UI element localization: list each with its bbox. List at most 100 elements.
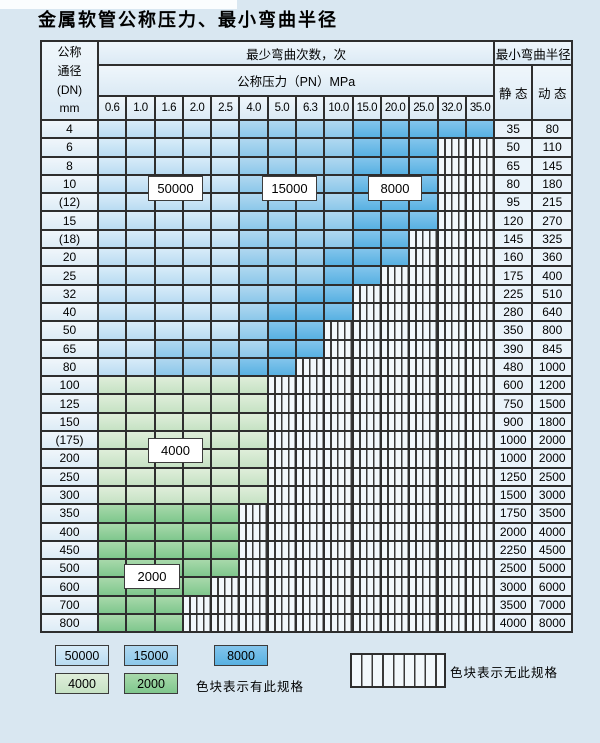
static-radius-cell: 145 xyxy=(493,228,534,250)
grid-cell-50-2.0 xyxy=(181,320,213,341)
dn-cell: 40 xyxy=(40,301,99,323)
table-row-dn-15: 15 120 270 xyxy=(40,210,574,231)
grid-cell-40-15.0 xyxy=(351,301,382,323)
grid-cell-40-2.5 xyxy=(210,301,241,323)
grid-cell-150-35.0 xyxy=(464,411,496,433)
grid-cell-(12)-2.5 xyxy=(210,192,241,213)
static-radius-cell: 2250 xyxy=(493,539,534,561)
legend-label-50000: 50000 xyxy=(64,648,100,663)
grid-cell-25-10.0 xyxy=(323,265,354,286)
grid-cell-450-6.3 xyxy=(295,539,326,561)
grid-cell-20-32.0 xyxy=(436,247,467,268)
grid-cell-400-25.0 xyxy=(408,521,439,542)
grid-cell-200-1.0 xyxy=(125,448,156,469)
grid-cell-8-15.0 xyxy=(351,155,382,176)
static-radius-cell: 1000 xyxy=(493,430,534,451)
page-title: 金属软管公称压力、最小弯曲半径 xyxy=(38,10,338,31)
dn-cell: 350 xyxy=(40,503,99,524)
grid-cell-4-20.0 xyxy=(379,118,411,140)
grid-cell-25-6.3 xyxy=(295,265,326,286)
dynamic-radius-cell: 510 xyxy=(531,283,574,304)
grid-cell-100-32.0 xyxy=(436,375,467,396)
grid-cell-450-10.0 xyxy=(323,539,354,561)
grid-cell-4-32.0 xyxy=(436,118,467,140)
table-row-dn-300: 300 1500 3000 xyxy=(40,484,574,506)
pressure-col-4.0: 4.0 xyxy=(238,95,269,121)
dn-header-line2: 通径 xyxy=(57,63,82,78)
grid-cell-8-25.0 xyxy=(408,155,439,176)
grid-cell-200-4.0 xyxy=(238,448,269,469)
grid-cell-150-5.0 xyxy=(266,411,298,433)
grid-cell-8-4.0 xyxy=(238,155,269,176)
grid-cell-8-35.0 xyxy=(464,155,496,176)
grid-cell-300-1.6 xyxy=(153,484,184,506)
static-radius-cell: 175 xyxy=(493,265,534,286)
grid-cell-(18)-1.0 xyxy=(125,228,156,250)
grid-cell-250-6.3 xyxy=(295,466,326,487)
grid-cell-8-10.0 xyxy=(323,155,354,176)
grid-cell-20-1.0 xyxy=(125,247,156,268)
static-radius-cell: 3500 xyxy=(493,594,534,616)
grid-cell-15-5.0 xyxy=(266,210,298,231)
grid-cell-(12)-1.0 xyxy=(125,192,156,213)
grid-cell-32-0.6 xyxy=(96,283,128,304)
grid-cell-500-35.0 xyxy=(464,558,496,579)
static-radius-cell: 2500 xyxy=(493,558,534,579)
legend-has-spec-note: 色块表示有此规格 xyxy=(196,680,305,694)
dynamic-radius-cell: 2000 xyxy=(531,448,574,469)
grid-cell-(175)-10.0 xyxy=(323,430,354,451)
grid-cell-4-1.0 xyxy=(125,118,156,140)
grid-cell-800-2.5 xyxy=(210,612,241,634)
legend-label-2000: 2000 xyxy=(137,676,165,691)
grid-cell-600-5.0 xyxy=(266,576,298,597)
grid-cell-450-25.0 xyxy=(408,539,439,561)
legend-no-spec-note: 色块表示无此规格 xyxy=(450,666,559,680)
dynamic-radius-cell: 845 xyxy=(531,338,574,359)
grid-cell-(18)-32.0 xyxy=(436,228,467,250)
table-row-dn-50: 50 350 800 xyxy=(40,320,574,341)
grid-cell-700-25.0 xyxy=(408,594,439,616)
grid-cell-500-2.5 xyxy=(210,558,241,579)
dynamic-radius-cell: 8000 xyxy=(531,612,574,634)
pressure-col-6.3: 6.3 xyxy=(295,95,326,121)
grid-cell-8-32.0 xyxy=(436,155,467,176)
table-row-dn-4: 4 35 80 xyxy=(40,118,574,140)
grid-cell-600-6.3 xyxy=(295,576,326,597)
table-row-dn-65: 65 390 845 xyxy=(40,338,574,359)
grid-cell-15-6.3 xyxy=(295,210,326,231)
grid-cell-400-32.0 xyxy=(436,521,467,542)
pressure-col-2.5: 2.5 xyxy=(210,95,241,121)
legend-label-15000: 15000 xyxy=(133,648,169,663)
grid-cell-100-1.6 xyxy=(153,375,184,396)
cycles-label-8000: 8000 xyxy=(368,176,422,201)
grid-cell-4-4.0 xyxy=(238,118,269,140)
static-radius-cell: 600 xyxy=(493,375,534,396)
grid-cell-6-32.0 xyxy=(436,137,467,158)
grid-cell-200-35.0 xyxy=(464,448,496,469)
grid-cell-150-15.0 xyxy=(351,411,382,433)
grid-cell-125-25.0 xyxy=(408,393,439,414)
table-row-dn-150: 150 900 1800 xyxy=(40,411,574,433)
grid-cell-300-1.0 xyxy=(125,484,156,506)
grid-cell-100-2.5 xyxy=(210,375,241,396)
grid-cell-125-6.3 xyxy=(295,393,326,414)
table-row-dn-400: 400 2000 4000 xyxy=(40,521,574,542)
grid-cell-250-5.0 xyxy=(266,466,298,487)
grid-cell-25-2.0 xyxy=(181,265,213,286)
grid-cell-6-5.0 xyxy=(266,137,298,158)
grid-cell-25-20.0 xyxy=(379,265,411,286)
grid-cell-6-4.0 xyxy=(238,137,269,158)
grid-cell-300-5.0 xyxy=(266,484,298,506)
dynamic-radius-cell: 800 xyxy=(531,320,574,341)
grid-cell-15-10.0 xyxy=(323,210,354,231)
dn-cell: 400 xyxy=(40,521,99,542)
grid-cell-100-6.3 xyxy=(295,375,326,396)
grid-cell-700-1.6 xyxy=(153,594,184,616)
static-radius-cell: 4000 xyxy=(493,612,534,634)
grid-cell-15-15.0 xyxy=(351,210,382,231)
grid-cell-500-4.0 xyxy=(238,558,269,579)
static-radius-cell: 480 xyxy=(493,356,534,378)
legend-label-4000: 4000 xyxy=(68,676,96,691)
grid-cell-300-15.0 xyxy=(351,484,382,506)
grid-cell-65-15.0 xyxy=(351,338,382,359)
